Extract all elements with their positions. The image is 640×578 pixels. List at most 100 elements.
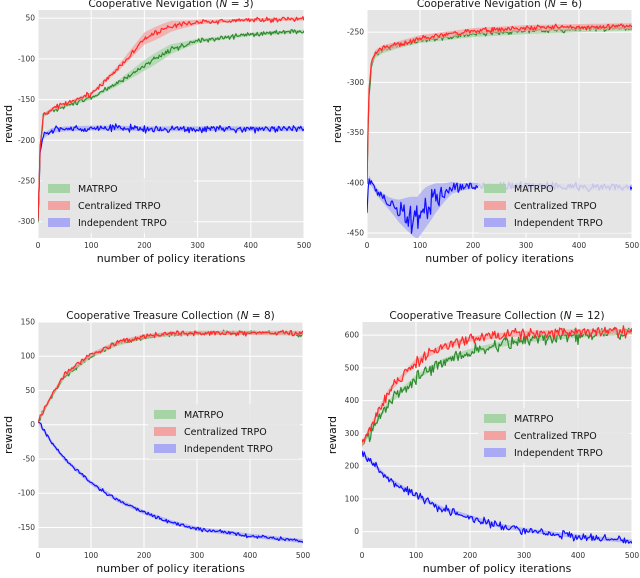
legend-label-independent: Independent TRPO: [184, 444, 273, 455]
legend: MATRPO Centralized TRPO Independent TRPO: [478, 178, 630, 233]
x-tick-label: 500: [625, 551, 640, 560]
x-tick-label: 500: [625, 241, 640, 250]
x-tick-label: 100: [84, 241, 99, 250]
series-line-centralized: [362, 325, 632, 443]
chart-title-rest: = 8): [248, 310, 274, 322]
legend-box: [42, 178, 194, 233]
y-tick-label: 200: [345, 462, 360, 471]
legend-swatch-centralized: [48, 201, 70, 210]
legend-swatch-centralized: [484, 431, 506, 440]
plot-series-group: [38, 329, 303, 544]
y-tick-label: 600: [345, 331, 360, 340]
y-tick-label: -150: [18, 523, 35, 532]
y-tick-label: 500: [345, 363, 360, 372]
legend-label-matrpo: MATRPO: [184, 410, 224, 421]
x-tick-label: 300: [190, 241, 205, 250]
y-axis-label: reward: [2, 416, 15, 454]
x-tick-label: 400: [243, 551, 258, 560]
y-axis-label: reward: [2, 105, 15, 143]
y-tick-label: -250: [18, 177, 35, 186]
y-tick-label: -300: [18, 217, 35, 226]
x-tick-label: 400: [244, 241, 259, 250]
legend: MATRPO Centralized TRPO Independent TRPO: [42, 178, 194, 233]
chart-title-text: Cooperative Treasure Collection (: [389, 310, 563, 322]
legend-label-independent: Independent TRPO: [78, 218, 167, 229]
legend-label-independent: Independent TRPO: [514, 218, 603, 229]
legend-swatch-independent: [484, 218, 506, 227]
legend-label-independent: Independent TRPO: [514, 448, 603, 459]
legend-swatch-matrpo: [48, 184, 70, 193]
chart-title-text: Cooperative Treasure Collection (: [66, 310, 240, 322]
legend-box: [478, 408, 630, 463]
y-tick-label: -400: [347, 178, 364, 187]
x-tick-label: 0: [365, 241, 370, 250]
chart-panel-1: 0 100 200 300 400 500 -300 -250 -200 -150 -100 50 Co…: [2, 0, 311, 265]
chart-panel-2: 0 100 200 300 400 500 -450 -400 -350 -300 -250 Coop…: [331, 0, 639, 265]
x-axis-label: number of policy iterations: [425, 252, 574, 265]
chart-panel-4: 0 100 200 300 400 500 0 100 200 300 400 500 600 Coope…: [326, 310, 640, 575]
chart-title-text: Cooperative Nevigation (: [88, 0, 219, 10]
plot-series-group: [38, 16, 304, 225]
x-tick-label: 0: [36, 241, 41, 250]
legend-label-centralized: Centralized TRPO: [78, 201, 161, 212]
x-tick-label: 500: [296, 551, 311, 560]
legend-box: [478, 178, 630, 233]
legend-swatch-matrpo: [484, 184, 506, 193]
x-tick-label: 100: [413, 241, 428, 250]
x-axis-label: number of policy iterations: [97, 252, 246, 265]
y-tick-label: 150: [21, 318, 36, 327]
legend-label-centralized: Centralized TRPO: [184, 427, 267, 438]
y-tick-label: -100: [18, 54, 35, 63]
y-tick-label: -100: [18, 489, 35, 498]
x-tick-label: 100: [409, 551, 424, 560]
chart-title: Cooperative Treasure Collection (N = 12): [389, 310, 604, 322]
chart-title-variable: N: [564, 310, 572, 322]
y-tick-label: 0: [354, 527, 359, 536]
y-axis-label: reward: [331, 105, 344, 143]
chart-title-variable: N: [548, 0, 556, 10]
y-tick-label: -450: [347, 228, 364, 237]
chart-panel-3: 0 100 200 300 400 500 -150 -100 -50 0 50 100 150 Coop…: [2, 310, 311, 575]
x-tick-label: 300: [190, 551, 205, 560]
y-tick-label: 100: [345, 494, 360, 503]
series-line-independent: [362, 450, 632, 544]
legend-label-matrpo: MATRPO: [78, 184, 118, 195]
x-tick-label: 0: [36, 551, 41, 560]
legend-swatch-matrpo: [484, 414, 506, 423]
series-line-centralized: [38, 16, 304, 220]
chart-title-rest: = 3): [227, 0, 253, 10]
y-tick-label: -300: [347, 78, 364, 87]
y-tick-label: 300: [345, 429, 360, 438]
y-tick-label: 0: [30, 420, 35, 429]
x-tick-label: 200: [466, 241, 481, 250]
legend-box: [148, 404, 300, 459]
x-tick-label: 200: [137, 241, 152, 250]
chart-title-text: Cooperative Nevigation (: [417, 0, 548, 10]
legend: MATRPO Centralized TRPO Independent TRPO: [478, 408, 630, 463]
legend-swatch-centralized: [154, 427, 176, 436]
legend-label-matrpo: MATRPO: [514, 414, 554, 425]
series-band-independent: [38, 419, 303, 544]
y-tick-label: -150: [18, 95, 35, 104]
chart-title-variable: N: [220, 0, 228, 10]
legend: MATRPO Centralized TRPO Independent TRPO: [148, 404, 300, 459]
x-tick-label: 500: [297, 241, 312, 250]
series-line-centralized: [38, 329, 303, 423]
legend-swatch-independent: [48, 218, 70, 227]
legend-swatch-centralized: [484, 201, 506, 210]
chart-title: Cooperative Treasure Collection (N = 8): [66, 310, 274, 322]
chart-title: Cooperative Nevigation (N = 3): [88, 0, 253, 10]
x-tick-label: 300: [519, 241, 534, 250]
legend-swatch-independent: [484, 448, 506, 457]
series-line-independent: [38, 123, 304, 221]
series-band-independent: [367, 175, 632, 238]
x-tick-label: 300: [517, 551, 532, 560]
y-tick-label: -350: [347, 128, 364, 137]
plot-series-group: [362, 325, 632, 544]
legend-label-centralized: Centralized TRPO: [514, 201, 597, 212]
x-axis-label: number of policy iterations: [96, 562, 245, 574]
y-tick-label: 50: [25, 386, 35, 395]
x-tick-label: 200: [463, 551, 478, 560]
y-tick-label: 100: [21, 352, 36, 361]
